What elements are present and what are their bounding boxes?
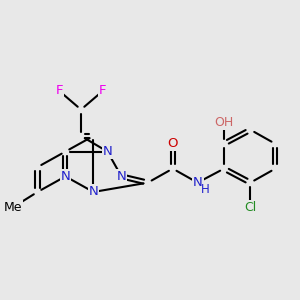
- Text: Cl: Cl: [244, 201, 256, 214]
- Text: F: F: [99, 84, 106, 98]
- Text: N: N: [61, 170, 70, 183]
- Text: O: O: [167, 137, 178, 150]
- Text: H: H: [201, 183, 210, 196]
- Text: N: N: [116, 170, 126, 183]
- Text: N: N: [193, 176, 202, 189]
- Text: F: F: [56, 84, 63, 98]
- Text: OH: OH: [214, 116, 234, 128]
- Text: N: N: [193, 176, 202, 189]
- Text: N: N: [103, 145, 112, 158]
- Text: N: N: [88, 185, 98, 199]
- Text: Me: Me: [3, 201, 22, 214]
